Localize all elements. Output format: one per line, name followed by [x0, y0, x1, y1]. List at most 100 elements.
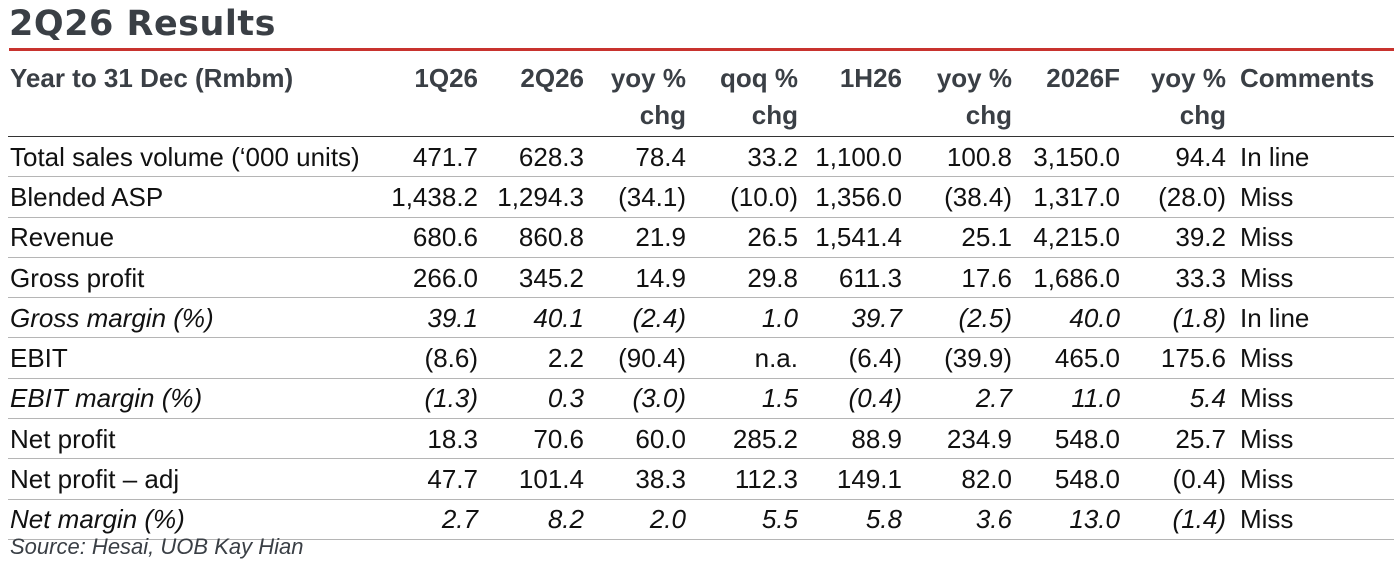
row-value: 2.7 — [388, 499, 484, 540]
row-label: Net profit — [8, 418, 388, 460]
row-label: Gross margin (%) — [8, 297, 388, 339]
row-value: 1,686.0 — [1018, 257, 1126, 299]
row-value: (6.4) — [804, 337, 908, 379]
row-value: 13.0 — [1018, 499, 1126, 540]
row-value: (1.8) — [1126, 297, 1232, 339]
table-row: EBIT margin (%) (1.3) 0.3 (3.0) 1.5 (0.4) 2.7 1… — [8, 378, 1394, 420]
header-col-6: 2026F — [1018, 60, 1126, 137]
title-underline — [9, 48, 1394, 51]
row-value: 5.8 — [804, 499, 908, 540]
row-value: 2.2 — [484, 337, 590, 379]
row-comment: Miss — [1232, 217, 1394, 258]
row-comment: Miss — [1232, 458, 1394, 500]
table-row: Total sales volume (‘000 units) 471.7 628.… — [8, 136, 1394, 178]
row-value: 1,438.2 — [388, 176, 484, 218]
table-row: EBIT (8.6) 2.2 (90.4) n.a. (6.4) (39.9) 465.0 17… — [8, 337, 1394, 379]
row-value: 1,317.0 — [1018, 176, 1126, 218]
row-value: 5.4 — [1126, 378, 1232, 420]
row-value: 149.1 — [804, 458, 908, 500]
header-col-3: qoq % chg — [692, 60, 804, 137]
row-value: 465.0 — [1018, 337, 1126, 379]
row-value: 21.9 — [590, 217, 692, 258]
row-comment: In line — [1232, 297, 1394, 339]
row-value: 17.6 — [908, 257, 1018, 299]
header-col-0: 1Q26 — [388, 60, 484, 137]
row-value: 94.4 — [1126, 136, 1232, 178]
row-value: 25.7 — [1126, 418, 1232, 460]
row-comment: In line — [1232, 136, 1394, 178]
row-value: 47.7 — [388, 458, 484, 500]
source-note: Source: Hesai, UOB Kay Hian — [10, 534, 304, 559]
row-value: 860.8 — [484, 217, 590, 258]
table-row: Blended ASP 1,438.2 1,294.3 (34.1) (10.0) 1,3… — [8, 176, 1394, 218]
row-value: 29.8 — [692, 257, 804, 299]
row-value: (90.4) — [590, 337, 692, 379]
row-value: 101.4 — [484, 458, 590, 500]
row-comment: Miss — [1232, 499, 1394, 540]
table-row: Net margin (%) 2.7 8.2 2.0 5.5 5.8 3.6 13.0 (1.4… — [8, 499, 1394, 540]
row-value: 1,356.0 — [804, 176, 908, 218]
row-value: 40.1 — [484, 297, 590, 339]
row-value: 25.1 — [908, 217, 1018, 258]
header-label: Year to 31 Dec (Rmbm) — [8, 60, 388, 137]
header-col-8: Comments — [1232, 60, 1394, 137]
row-value: (1.3) — [388, 378, 484, 420]
row-value: 33.2 — [692, 136, 804, 178]
row-comment: Miss — [1232, 176, 1394, 218]
row-value: 285.2 — [692, 418, 804, 460]
row-comment: Miss — [1232, 337, 1394, 379]
row-value: 234.9 — [908, 418, 1018, 460]
row-value: (3.0) — [590, 378, 692, 420]
row-value: (38.4) — [908, 176, 1018, 218]
row-value: 2.7 — [908, 378, 1018, 420]
row-comment: Miss — [1232, 257, 1394, 299]
header-col-1: 2Q26 — [484, 60, 590, 137]
row-value: (39.9) — [908, 337, 1018, 379]
row-value: 628.3 — [484, 136, 590, 178]
table-row: Gross profit 266.0 345.2 14.9 29.8 611.3 17.6 1… — [8, 257, 1394, 299]
row-value: 11.0 — [1018, 378, 1126, 420]
row-comment: Miss — [1232, 418, 1394, 460]
row-value: 14.9 — [590, 257, 692, 299]
row-value: 82.0 — [908, 458, 1018, 500]
row-value: 3.6 — [908, 499, 1018, 540]
row-value: (28.0) — [1126, 176, 1232, 218]
row-value: 39.2 — [1126, 217, 1232, 258]
row-value: (8.6) — [388, 337, 484, 379]
row-value: (0.4) — [804, 378, 908, 420]
row-value: 5.5 — [692, 499, 804, 540]
row-label: EBIT margin (%) — [8, 378, 388, 420]
row-value: 33.3 — [1126, 257, 1232, 299]
row-value: (0.4) — [1126, 458, 1232, 500]
row-label: Net margin (%) — [8, 499, 388, 540]
row-value: 39.1 — [388, 297, 484, 339]
row-label: Revenue — [8, 217, 388, 258]
row-value: 8.2 — [484, 499, 590, 540]
row-value: 548.0 — [1018, 458, 1126, 500]
table-header-row: Year to 31 Dec (Rmbm) 1Q26 2Q26 yoy % chg q… — [8, 60, 1394, 137]
row-value: (1.4) — [1126, 499, 1232, 540]
table-body: Total sales volume (‘000 units) 471.7 628.… — [8, 136, 1394, 540]
row-value: 3,150.0 — [1018, 136, 1126, 178]
row-value: 548.0 — [1018, 418, 1126, 460]
row-value: 1,541.4 — [804, 217, 908, 258]
row-comment: Miss — [1232, 378, 1394, 420]
header-col-7: yoy % chg — [1126, 60, 1232, 137]
results-table: Year to 31 Dec (Rmbm) 1Q26 2Q26 yoy % chg q… — [8, 60, 1394, 540]
row-value: (34.1) — [590, 176, 692, 218]
row-value: 70.6 — [484, 418, 590, 460]
row-label: EBIT — [8, 337, 388, 379]
row-value: 1,294.3 — [484, 176, 590, 218]
row-value: 26.5 — [692, 217, 804, 258]
row-value: 38.3 — [590, 458, 692, 500]
row-value: 345.2 — [484, 257, 590, 299]
row-label: Total sales volume (‘000 units) — [8, 136, 388, 178]
page-title: 2Q26 Results — [9, 4, 276, 44]
row-value: 1.5 — [692, 378, 804, 420]
row-value: 112.3 — [692, 458, 804, 500]
row-value: 60.0 — [590, 418, 692, 460]
table-row: Net profit 18.3 70.6 60.0 285.2 88.9 234.9 548.… — [8, 418, 1394, 460]
table-row: Net profit – adj 47.7 101.4 38.3 112.3 149.1 8… — [8, 458, 1394, 500]
table-row: Revenue 680.6 860.8 21.9 26.5 1,541.4 25.1 4,21… — [8, 217, 1394, 258]
row-value: 39.7 — [804, 297, 908, 339]
